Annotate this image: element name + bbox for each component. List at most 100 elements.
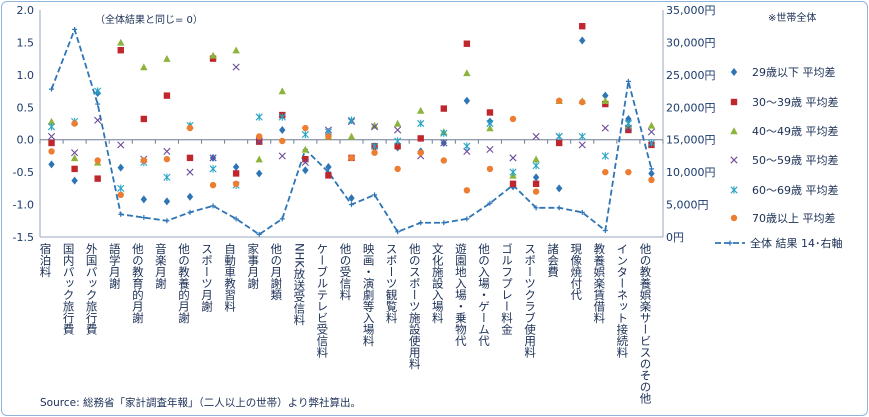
data-point — [509, 154, 517, 162]
data-point — [140, 115, 148, 123]
category-label: 自動車教習料 — [223, 243, 237, 313]
total-series-point — [349, 202, 354, 208]
legend-label: 30～39歳 平均差 — [752, 95, 839, 109]
category-label: ケーブルテレビ受信料 — [315, 243, 329, 359]
data-point — [255, 137, 263, 145]
total-series-point — [441, 220, 447, 226]
data-point — [371, 149, 378, 156]
data-point — [302, 166, 309, 175]
data-point — [509, 168, 517, 176]
data-point — [625, 114, 632, 123]
total-series-point — [279, 216, 285, 222]
category-label: 文化施設入場料 — [431, 242, 445, 324]
data-point — [348, 194, 355, 203]
right-axis-tick-label: 15,000円 — [666, 134, 716, 147]
total-series-point — [72, 26, 78, 32]
data-point — [71, 176, 78, 185]
data-point — [301, 158, 309, 167]
data-point — [209, 181, 217, 189]
right-axis-tick-label: 35,000円 — [666, 4, 716, 17]
category-label: スポーツクラブ使用料 — [523, 243, 537, 359]
left-axis-tick-label: 0.0 — [17, 134, 35, 147]
category-label: 他のスポーツ施設使用料 — [408, 243, 422, 370]
data-point — [186, 192, 194, 201]
data-point — [601, 97, 610, 104]
data-point — [625, 126, 632, 134]
legend-label: 60～69歳 平均差 — [752, 183, 839, 197]
left-axis-tick-label: -0.5 — [13, 166, 34, 179]
category-label: 現像焼付代 — [569, 243, 583, 301]
data-point — [48, 139, 55, 147]
category-label: ゴルフプレー料金 — [500, 242, 514, 335]
data-point — [256, 133, 263, 140]
right-axis-tick-label: 20,000円 — [666, 101, 716, 114]
data-point — [532, 173, 540, 182]
data-point — [278, 152, 286, 160]
data-point — [602, 100, 609, 108]
data-point — [325, 172, 332, 179]
data-point — [279, 125, 286, 134]
data-point — [555, 139, 563, 147]
category-label: 諸会費 — [546, 242, 560, 277]
data-point — [278, 87, 286, 95]
data-point — [117, 191, 124, 199]
data-point — [463, 96, 471, 105]
zero-baseline-note: （全体結果と同じ= 0） — [95, 13, 203, 26]
data-point — [117, 163, 124, 172]
total-series-point — [464, 216, 470, 222]
total-series-point — [233, 216, 239, 222]
data-point — [255, 155, 263, 163]
legend-label: 全体 結果 14･右軸 — [750, 236, 843, 250]
data-point — [486, 124, 494, 132]
category-label: 他の受信料 — [339, 243, 353, 301]
data-point — [140, 63, 148, 71]
category-label: 音楽月謝 — [154, 242, 168, 289]
category-label: インターネット接続料 — [615, 243, 629, 359]
data-point — [163, 155, 171, 163]
data-point — [370, 123, 379, 131]
total-series-point — [556, 205, 562, 211]
category-label: 他の教養的月謝 — [177, 243, 191, 324]
legend-label: 50～59歳 平均差 — [752, 153, 839, 167]
data-point — [255, 113, 263, 121]
data-point — [555, 184, 563, 193]
legend-marker — [730, 214, 738, 222]
data-point — [579, 98, 586, 106]
left-axis-tick-label: -1.5 — [13, 231, 34, 244]
data-point — [232, 63, 240, 71]
data-point — [301, 130, 309, 139]
data-point — [186, 154, 194, 162]
data-point — [624, 119, 632, 128]
data-point — [648, 169, 655, 178]
data-point — [601, 152, 609, 160]
total-series-point — [625, 78, 631, 84]
data-point — [463, 147, 471, 155]
data-point — [94, 87, 102, 95]
data-point — [647, 139, 656, 147]
category-label: 他の教養娯楽サービスのその他 — [638, 243, 652, 404]
legend-line-point — [727, 240, 733, 246]
data-point — [186, 168, 194, 176]
right-axis-tick-label: 10,000円 — [666, 166, 716, 179]
data-point — [301, 145, 310, 153]
data-point — [486, 145, 494, 154]
data-point — [279, 137, 286, 145]
category-label: 語学月謝 — [108, 242, 122, 289]
category-label: 他の月謝類 — [269, 243, 283, 301]
data-point — [48, 160, 55, 169]
category-label: 宿泊料 — [39, 242, 53, 278]
data-point — [648, 176, 655, 184]
data-point — [163, 173, 171, 182]
total-series-point — [395, 229, 401, 235]
category-label: 他の入場・ゲーム代 — [477, 243, 491, 347]
data-point — [71, 165, 78, 173]
data-point — [186, 124, 194, 132]
total-series-point — [579, 209, 585, 215]
total-series-point — [602, 228, 608, 234]
legend-label: 70歳以上 平均差 — [752, 211, 836, 225]
data-point — [94, 175, 101, 182]
category-label: 遊園地入場・乗物代 — [454, 242, 468, 347]
data-point — [232, 162, 240, 171]
total-series-point — [533, 205, 539, 211]
